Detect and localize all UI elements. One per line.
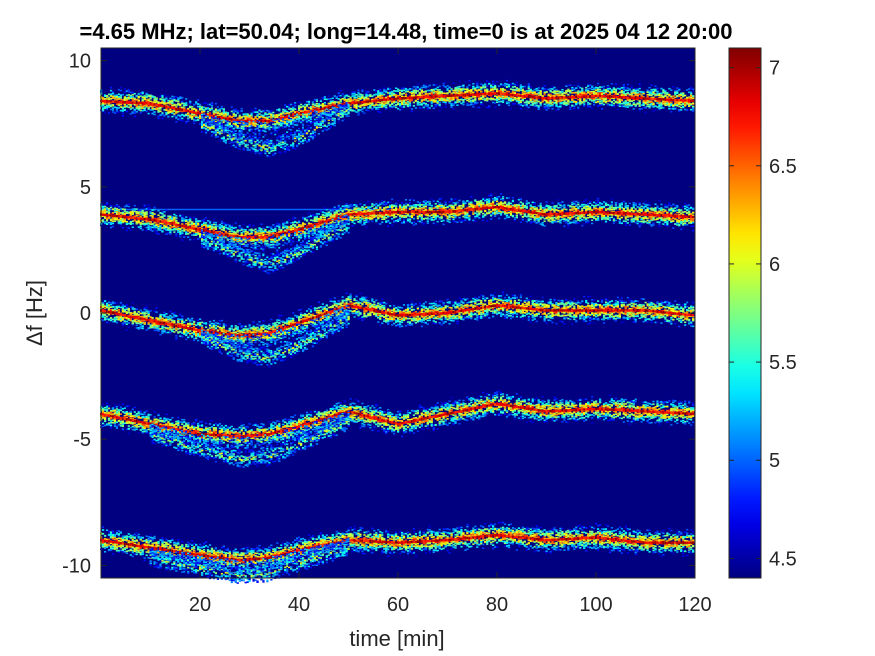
x-tick-label: 60 [387, 594, 409, 616]
x-tick-label: 120 [678, 594, 711, 616]
trace-band [100, 79, 695, 158]
trace-band [100, 291, 695, 368]
colorbar-ticks: 4.5 5 5.5 6 6.5 7 [729, 58, 797, 570]
colorbar-tick-label: 6 [769, 254, 780, 276]
colorbar-gradient [728, 47, 762, 579]
x-tick-label: 100 [579, 594, 612, 616]
colorbar-tick-label: 4.5 [769, 548, 797, 570]
chart-title: =4.65 MHz; lat=50.04; long=14.48, time=0… [79, 19, 732, 44]
x-tick-label: 40 [288, 594, 310, 616]
x-axis-label: time [min] [349, 626, 444, 651]
colorbar-tick-label: 5 [769, 450, 780, 472]
plot-area [100, 47, 696, 584]
x-tick-label: 80 [486, 594, 508, 616]
y-axis: -10 -5 0 5 10 [62, 51, 695, 577]
heatmap-layer [100, 79, 695, 584]
y-axis-label: Δf [Hz] [22, 280, 47, 346]
y-tick-label: 5 [80, 177, 91, 199]
colorbar-tick-label: 7 [769, 58, 780, 80]
colorbar-tick-label: 5.5 [769, 352, 797, 374]
colorbar: 4.5 5 5.5 6 6.5 7 [728, 47, 797, 579]
y-tick-label: 0 [80, 303, 91, 325]
colorbar-tick-label: 6.5 [769, 156, 797, 178]
trace-band [100, 521, 695, 584]
trace-band [100, 193, 695, 275]
y-tick-label: -5 [73, 429, 91, 451]
x-tick-label: 20 [189, 594, 211, 616]
x-axis: 20 40 60 80 100 120 [189, 48, 712, 616]
y-tick-label: -10 [62, 555, 91, 577]
trace-band [100, 389, 695, 468]
y-tick-label: 10 [69, 51, 91, 73]
